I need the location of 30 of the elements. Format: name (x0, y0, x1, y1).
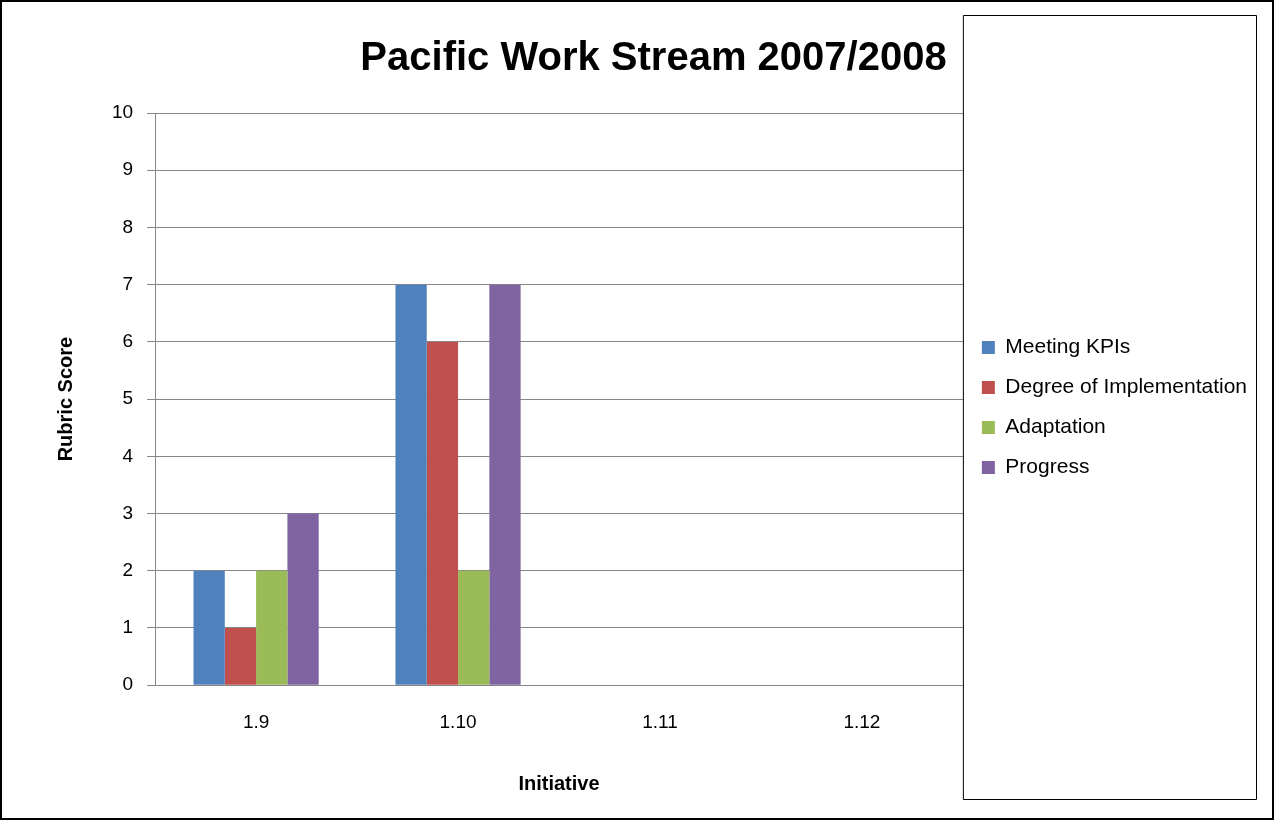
y-tick-label: 9 (122, 158, 134, 180)
y-tick-label: 1 (122, 616, 134, 638)
legend-label: Meeting KPIs (1005, 334, 1131, 358)
y-tick-label: 10 (111, 101, 134, 123)
bar (287, 513, 319, 685)
bar (256, 570, 288, 685)
y-tick-label: 0 (122, 673, 134, 695)
bar (224, 627, 257, 685)
x-axis-title: Initiative (518, 771, 600, 794)
y-tick-label: 7 (122, 272, 134, 294)
x-tick-label: 1.12 (843, 710, 881, 732)
y-tick-label: 2 (122, 558, 134, 580)
y-tick-label: 6 (122, 330, 134, 352)
legend-label: Adaptation (1005, 414, 1106, 438)
x-tick-label: 1.10 (439, 710, 477, 732)
y-tick-label: 5 (122, 387, 134, 409)
bar (193, 570, 225, 685)
legend-label: Progress (1005, 454, 1090, 478)
y-axis-title: Rubric Score (53, 336, 76, 462)
legend-label: Degree of Implementation (1005, 374, 1248, 398)
bar (458, 570, 490, 685)
bar (395, 284, 427, 685)
y-tick-label: 3 (122, 501, 134, 523)
bar (489, 284, 521, 685)
chart-title: Pacific Work Stream 2007/2008 (360, 34, 947, 79)
bar (426, 341, 459, 685)
y-tick-label: 8 (122, 215, 134, 237)
x-tick-label: 1.9 (242, 710, 270, 732)
y-tick-label: 4 (122, 444, 134, 466)
x-tick-label: 1.11 (642, 710, 678, 732)
